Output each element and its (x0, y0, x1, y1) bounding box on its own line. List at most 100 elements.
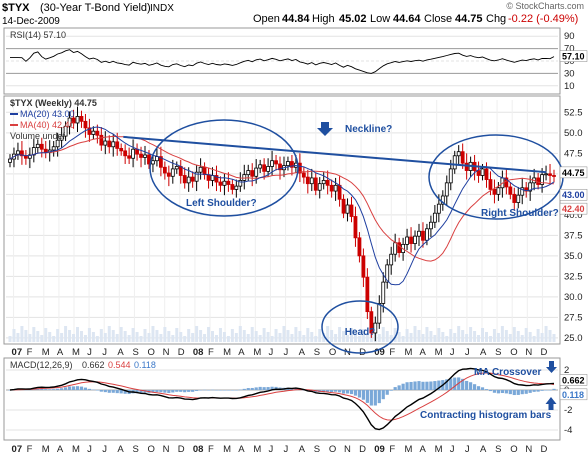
x-tick-label: S (495, 444, 501, 455)
volume-bar (143, 329, 147, 342)
candle-body (488, 179, 493, 190)
candle-body (79, 116, 84, 122)
x-tick-label: M (72, 347, 80, 358)
macd-histogram-bar (425, 381, 429, 390)
volume-bar (492, 329, 496, 342)
macd-histogram-bar (262, 387, 266, 390)
candle-body (321, 179, 326, 185)
macd-tick-label: -2 (564, 405, 572, 416)
macd-histogram-bar (91, 389, 95, 391)
candle-body (27, 154, 32, 159)
macd-histogram-bar (163, 390, 167, 393)
price-tick-label: 35.0 (564, 251, 583, 262)
candle-body (313, 177, 318, 191)
volume-bar (211, 331, 215, 342)
x-tick-label: O (148, 347, 155, 358)
volume-bar (425, 327, 429, 342)
volume-bar (282, 326, 286, 342)
volume-bar (87, 328, 91, 342)
macd-histogram-bar (345, 390, 350, 394)
volume-bar (262, 328, 266, 342)
macd-histogram-bar (87, 388, 92, 390)
rsi-tick-label: 90 (564, 31, 575, 42)
volume-legend: Volume undef (10, 131, 66, 141)
volume-bar (12, 329, 16, 342)
x-tick-label: 08 (193, 347, 204, 358)
candle-body (385, 264, 390, 283)
x-tick-label: S (495, 347, 501, 358)
volume-bar (377, 334, 381, 342)
macd-histogram-bar (214, 389, 219, 391)
candle-body (123, 150, 128, 157)
volume-bar (214, 335, 218, 342)
macd-histogram-bar (258, 386, 262, 390)
macd-histogram-bar (242, 388, 246, 390)
x-tick-label: J (450, 444, 455, 455)
macd-histogram-bar (250, 387, 254, 390)
x-tick-label: A (480, 444, 487, 455)
macd-histogram-bar (524, 390, 528, 394)
ohlc-readout: Open 44.84 High 45.02 Low 44.64 Close 44… (253, 13, 578, 25)
macd-histogram-bar (512, 390, 516, 396)
macd-histogram-bar (222, 390, 227, 391)
macd-histogram-bar (433, 381, 437, 390)
macd-histogram-bar (449, 378, 453, 390)
volume-bar (477, 335, 481, 342)
volume-bar (147, 333, 151, 342)
candle-body (349, 204, 354, 217)
macd-histogram-bar (191, 390, 195, 392)
macd-histogram-bar (492, 390, 497, 393)
price-title: $TYX (Weekly) 44.75 (10, 98, 97, 108)
macd-histogram-bar (548, 390, 552, 391)
volume-bar (314, 336, 318, 342)
price-tick-label: 52.5 (564, 107, 583, 118)
macd-histogram-bar (195, 390, 199, 391)
macd-histogram-bar (389, 390, 393, 391)
volume-bar (544, 326, 548, 342)
candle-body (103, 140, 108, 146)
volume-bar (254, 331, 258, 342)
macd-title-signal: 0.544 (108, 360, 131, 370)
candle-body (206, 174, 211, 181)
volume-bar (20, 326, 24, 342)
x-tick-label: J (87, 444, 92, 455)
x-tick-label: 08 (193, 444, 204, 455)
neckline-arrow-icon (317, 122, 333, 136)
volume-bar (302, 335, 306, 342)
volume-bar (72, 334, 76, 342)
volume-bar (179, 332, 183, 342)
macd-histogram-bar (202, 389, 207, 391)
candle-body (452, 155, 457, 170)
candle-body (127, 155, 132, 159)
candle-body (254, 167, 259, 177)
ma40-legend-swatch (10, 124, 18, 126)
open-label: Open (253, 13, 280, 25)
right-shoulder-label: Right Shoulder? (481, 208, 559, 219)
candle-body (329, 184, 334, 192)
volume-bar (532, 336, 536, 342)
candle-body (99, 134, 104, 146)
macd-histogram-bar (218, 390, 223, 391)
macd-histogram-bar (83, 387, 88, 390)
x-tick-label: M (404, 347, 412, 358)
low-value: 44.64 (393, 13, 421, 25)
candle-body (456, 151, 461, 157)
macd-histogram-bar (230, 390, 234, 391)
x-tick-label: M (42, 347, 50, 358)
macd-histogram-bar (393, 387, 397, 390)
volume-bar (417, 330, 421, 342)
candle-body (198, 166, 203, 173)
volume-bar (16, 333, 20, 342)
macd-histogram-bar (341, 390, 346, 394)
macd-histogram-bar (135, 390, 139, 394)
candle-body (71, 117, 76, 124)
candle-body (333, 184, 338, 192)
candle-body (230, 184, 235, 190)
candle-body (540, 174, 544, 185)
x-tick-label: F (27, 444, 33, 455)
macd-histogram-bar (472, 384, 477, 390)
rsi-title: RSI(14) 57.10 (10, 30, 66, 40)
x-tick-label: 09 (374, 444, 385, 455)
volume-bar (437, 328, 441, 342)
candle-body (16, 150, 20, 155)
